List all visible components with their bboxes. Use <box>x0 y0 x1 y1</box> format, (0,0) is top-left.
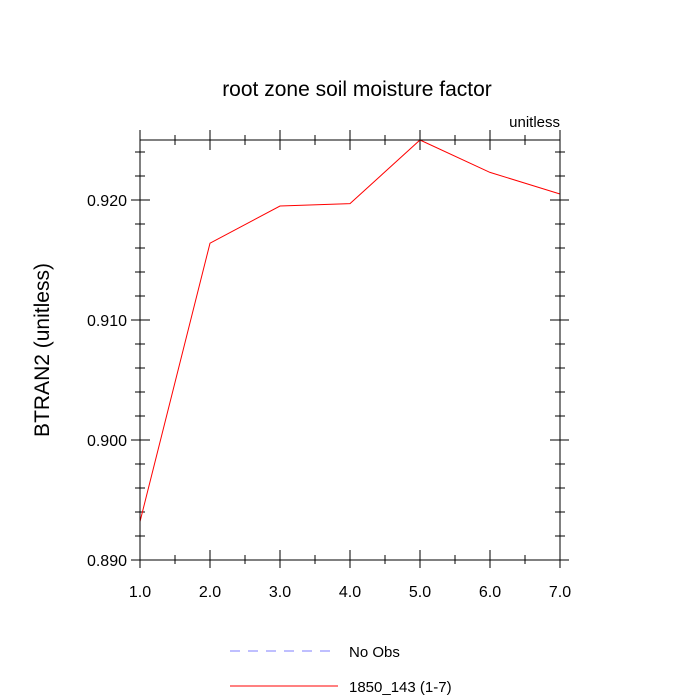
legend-label: 1850_143 (1-7) <box>349 679 452 696</box>
legend-label: No Obs <box>349 644 400 661</box>
units-label: unitless <box>509 114 560 131</box>
x-tick-label: 1.0 <box>129 584 151 601</box>
series-line <box>139 139 561 522</box>
x-tick-label: 4.0 <box>339 584 361 601</box>
x-tick-label: 5.0 <box>409 584 431 601</box>
legend: No Obs 1850_143 (1-7) <box>230 644 452 696</box>
x-tick-label: 2.0 <box>199 584 221 601</box>
y-tick-label: 0.890 <box>87 553 127 570</box>
x-tick-label: 3.0 <box>269 584 291 601</box>
data-series <box>139 139 561 522</box>
plot-frame <box>139 139 561 561</box>
chart-title: root zone soil moisture factor <box>222 78 492 101</box>
axis-ticks <box>131 130 569 568</box>
y-tick-label: 0.920 <box>87 193 127 210</box>
x-tick-label: 6.0 <box>479 584 501 601</box>
axis-tick-labels: 1.0 2.0 3.0 4.0 5.0 6.0 7.0 0.890 0.900 0.910 0.92… <box>87 193 571 601</box>
y-tick-label: 0.910 <box>87 313 127 330</box>
y-tick-label: 0.900 <box>87 433 127 450</box>
x-tick-label: 7.0 <box>549 584 571 601</box>
y-axis-label: BTRAN2 (unitless) <box>31 263 54 437</box>
